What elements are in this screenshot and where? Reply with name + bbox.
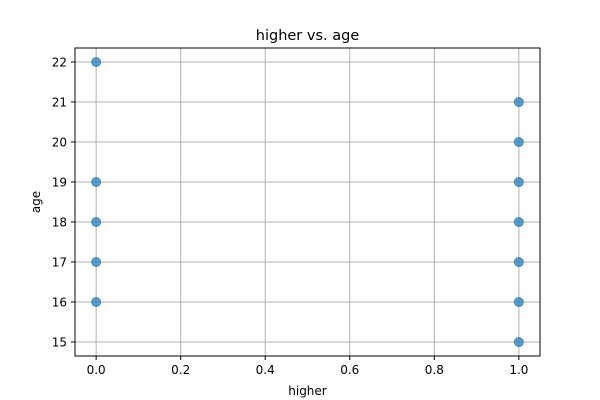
- scatter-point: [513, 97, 524, 107]
- scatter-point: [513, 337, 524, 347]
- y-tick-label: 18: [52, 216, 67, 230]
- data-points: [91, 57, 524, 347]
- x-axis-ticks: 0.0 0.2 0.4 0.6 0.8 1.0: [87, 356, 528, 377]
- x-tick-label: 0.0: [87, 363, 106, 377]
- x-axis-label: higher: [288, 384, 327, 398]
- scatter-point: [91, 177, 102, 187]
- scatter-point: [513, 177, 524, 187]
- plot-frame: [74, 47, 541, 357]
- scatter-point: [513, 297, 524, 307]
- scatter-point: [91, 297, 102, 307]
- y-tick-label: 16: [52, 296, 67, 310]
- y-axis-label: age: [29, 191, 43, 213]
- chart-title: higher vs. age: [256, 28, 360, 44]
- x-tick-label: 0.2: [171, 363, 190, 377]
- x-tick-label: 0.4: [256, 363, 275, 377]
- scatter-point: [91, 257, 102, 267]
- grid-lines: [75, 48, 540, 356]
- scatter-point: [91, 57, 102, 67]
- scatter-point: [513, 137, 524, 147]
- y-tick-label: 19: [52, 176, 67, 190]
- y-tick-label: 21: [52, 96, 67, 110]
- y-tick-label: 22: [52, 56, 67, 70]
- y-axis-ticks: 15 16 17 18 19 20 21 22: [52, 56, 75, 350]
- y-tick-label: 17: [52, 256, 67, 270]
- y-tick-label: 20: [52, 136, 67, 150]
- scatter-point: [513, 257, 524, 267]
- x-tick-label: 1.0: [509, 363, 528, 377]
- y-tick-label: 15: [52, 336, 67, 350]
- scatter-point: [91, 217, 102, 227]
- x-tick-label: 0.8: [425, 363, 444, 377]
- scatter-point: [513, 217, 524, 227]
- x-tick-label: 0.6: [340, 363, 359, 377]
